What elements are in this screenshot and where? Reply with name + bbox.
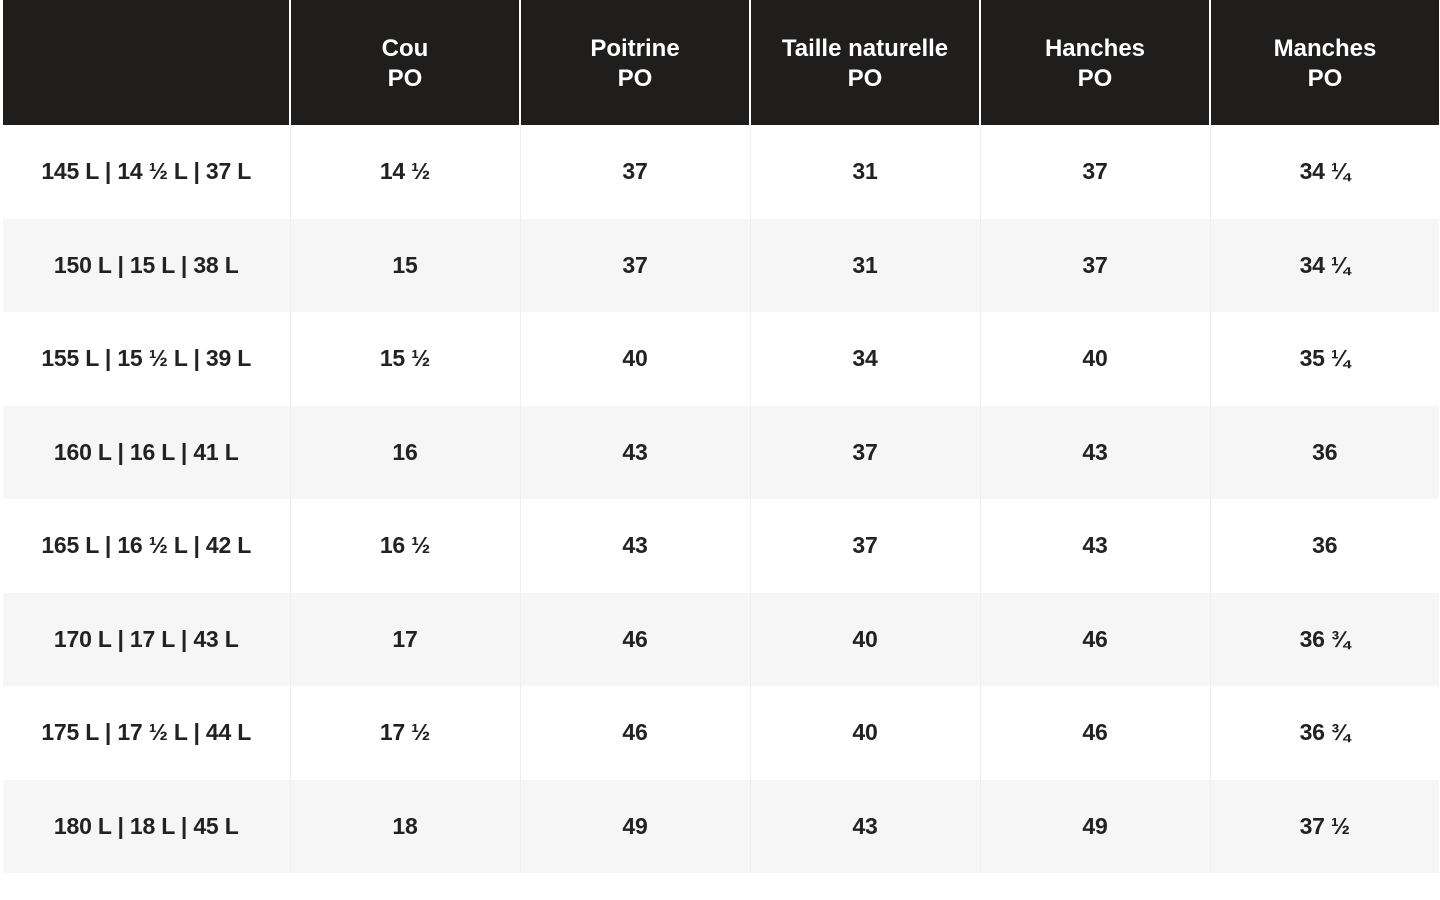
- header-cell-size: [3, 0, 290, 125]
- header-cell-sleeves: Manches PO: [1209, 0, 1439, 125]
- waist-cell: 34: [749, 312, 980, 406]
- header-line2: PO: [1307, 64, 1343, 92]
- size-cell: 180 L | 18 L | 45 L: [3, 779, 290, 873]
- table-row: 165 L | 16 ½ L | 42 L 16 ½ 43 37 43 36: [3, 499, 1439, 593]
- neck-cell: 18: [289, 779, 520, 873]
- header-line1: Hanches: [1044, 34, 1146, 62]
- table-row: 155 L | 15 ½ L | 39 L 15 ½ 40 34 40 35 ¼: [3, 312, 1439, 406]
- table-header: Cou PO Poitrine PO Taille naturelle PO H…: [3, 0, 1439, 125]
- header-line2: PO: [387, 64, 423, 92]
- neck-cell: 15 ½: [289, 312, 520, 406]
- header-cell-hips: Hanches PO: [979, 0, 1210, 125]
- waist-cell: 37: [749, 499, 980, 593]
- chest-cell: 46: [519, 686, 750, 780]
- hips-cell: 37: [979, 218, 1210, 312]
- neck-cell: 16: [289, 405, 520, 499]
- neck-cell: 16 ½: [289, 499, 520, 593]
- header-line2: PO: [617, 64, 653, 92]
- table-row: 180 L | 18 L | 45 L 18 49 43 49 37 ½: [3, 779, 1439, 873]
- sleeves-cell: 36: [1209, 405, 1439, 499]
- size-cell: 155 L | 15 ½ L | 39 L: [3, 312, 290, 406]
- sleeves-cell: 34 ¼: [1209, 125, 1439, 219]
- header-line2: PO: [1077, 64, 1113, 92]
- hips-cell: 46: [979, 592, 1210, 686]
- header-line1: Poitrine: [590, 34, 680, 62]
- header-row: Cou PO Poitrine PO Taille naturelle PO H…: [3, 0, 1439, 125]
- header-cell-waist: Taille naturelle PO: [749, 0, 980, 125]
- waist-cell: 37: [749, 405, 980, 499]
- chest-cell: 43: [519, 499, 750, 593]
- waist-cell: 40: [749, 686, 980, 780]
- hips-cell: 40: [979, 312, 1210, 406]
- header-cell-neck: Cou PO: [289, 0, 520, 125]
- table-row: 170 L | 17 L | 43 L 17 46 40 46 36 ¾: [3, 592, 1439, 686]
- sleeves-cell: 36 ¾: [1209, 686, 1439, 780]
- sleeves-cell: 34 ¼: [1209, 218, 1439, 312]
- sleeves-cell: 35 ¼: [1209, 312, 1439, 406]
- size-chart-table: Cou PO Poitrine PO Taille naturelle PO H…: [3, 0, 1439, 873]
- header-cell-chest: Poitrine PO: [519, 0, 750, 125]
- hips-cell: 43: [979, 405, 1210, 499]
- neck-cell: 17 ½: [289, 686, 520, 780]
- chest-cell: 40: [519, 312, 750, 406]
- table-row: 145 L | 14 ½ L | 37 L 14 ½ 37 31 37 34 ¼: [3, 125, 1439, 219]
- size-cell: 165 L | 16 ½ L | 42 L: [3, 499, 290, 593]
- header-line1: Taille naturelle: [781, 34, 949, 62]
- hips-cell: 49: [979, 779, 1210, 873]
- chest-cell: 43: [519, 405, 750, 499]
- waist-cell: 40: [749, 592, 980, 686]
- chest-cell: 37: [519, 125, 750, 219]
- sleeves-cell: 37 ½: [1209, 779, 1439, 873]
- waist-cell: 31: [749, 125, 980, 219]
- size-cell: 175 L | 17 ½ L | 44 L: [3, 686, 290, 780]
- hips-cell: 46: [979, 686, 1210, 780]
- table-row: 150 L | 15 L | 38 L 15 37 31 37 34 ¼: [3, 218, 1439, 312]
- chest-cell: 49: [519, 779, 750, 873]
- header-line1: Manches: [1273, 34, 1377, 62]
- chest-cell: 46: [519, 592, 750, 686]
- sleeves-cell: 36: [1209, 499, 1439, 593]
- hips-cell: 37: [979, 125, 1210, 219]
- sleeves-cell: 36 ¾: [1209, 592, 1439, 686]
- waist-cell: 43: [749, 779, 980, 873]
- neck-cell: 17: [289, 592, 520, 686]
- neck-cell: 15: [289, 218, 520, 312]
- neck-cell: 14 ½: [289, 125, 520, 219]
- header-line1: Cou: [381, 34, 429, 62]
- header-line2: PO: [847, 64, 883, 92]
- table-body: 145 L | 14 ½ L | 37 L 14 ½ 37 31 37 34 ¼…: [3, 125, 1439, 873]
- size-cell: 170 L | 17 L | 43 L: [3, 592, 290, 686]
- hips-cell: 43: [979, 499, 1210, 593]
- table-row: 160 L | 16 L | 41 L 16 43 37 43 36: [3, 405, 1439, 499]
- size-cell: 160 L | 16 L | 41 L: [3, 405, 290, 499]
- waist-cell: 31: [749, 218, 980, 312]
- size-cell: 150 L | 15 L | 38 L: [3, 218, 290, 312]
- table-row: 175 L | 17 ½ L | 44 L 17 ½ 46 40 46 36 ¾: [3, 686, 1439, 780]
- chest-cell: 37: [519, 218, 750, 312]
- size-cell: 145 L | 14 ½ L | 37 L: [3, 125, 290, 219]
